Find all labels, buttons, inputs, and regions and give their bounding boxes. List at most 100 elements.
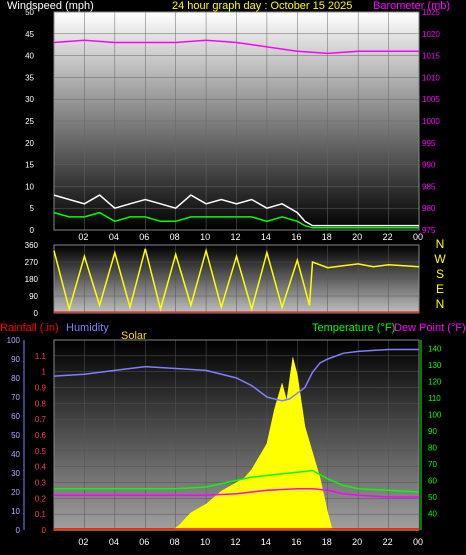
windspeed-tick: 0 [30,226,35,235]
windspeed-tick: 20 [25,139,34,148]
solar-label: Solar [121,330,147,342]
windspeed-tick: 10 [25,182,34,191]
time-tick: 08 [170,232,180,242]
direction-tick: 270 [25,258,39,267]
time-tick: 20 [352,232,362,242]
direction-axis: 0 90 180 270 360 [25,241,39,318]
rainfall-tick: 1 [42,368,47,377]
humidity-tick: 100 [7,336,21,345]
rainfall-tick: 0.4 [35,463,47,472]
compass-letter: E [436,282,444,296]
rainfall-tick: 0.6 [35,431,47,440]
time-tick: 18 [322,232,332,242]
windspeed-tick: 35 [25,73,34,82]
wind-average-line [53,211,419,229]
humidity-tick: 40 [11,450,20,459]
time-tick: 02 [78,537,88,547]
rainfall-tick: 0 [42,526,47,535]
barometer-tick: 980 [422,204,436,213]
time-tick: 14 [261,537,271,547]
compass-letter: N [436,237,445,251]
time-tick: 00 [413,232,423,242]
windspeed-tick: 45 [25,30,34,39]
time-tick: 04 [109,537,119,547]
temp-time-axis: 02 04 06 08 10 12 14 16 18 20 22 00 [78,537,423,547]
windspeed-tick: 25 [25,117,34,126]
barometer-tick: 990 [422,161,436,170]
barometer-axis: 975 980 985 990 995 1000 1005 1010 1015 1020 1025 [422,8,440,235]
temperature-axis: 40 50 60 70 80 90 100 110 120 130 140 [420,340,442,530]
wind-barometer-series [53,39,419,229]
time-tick: 18 [322,537,332,547]
panel-border [53,244,420,314]
direction-line [53,247,420,313]
windspeed-tick: 15 [25,161,34,170]
time-tick: 16 [291,232,301,242]
temperature-line [54,469,420,493]
rainfall-tick: 1.1 [35,352,47,361]
temperature-tick: 140 [428,344,442,353]
rainfall-tick: 0.9 [35,384,47,393]
temperature-tick: 80 [428,443,437,452]
temperature-tick: 110 [428,394,441,403]
rainfall-tick: 0.2 [35,494,47,503]
temperature-tick: 60 [428,476,437,485]
humidity-tick: 10 [11,507,20,516]
barometer-tick: 1015 [422,52,440,61]
humidity-axis: 0 10 20 30 40 50 60 70 80 90 100 [7,336,25,535]
temperature-tick: 120 [428,377,442,386]
dewpoint-line [54,487,419,498]
humidity-tick: 90 [11,355,20,364]
humidity-line [53,348,419,402]
rainfall-tick: 0.7 [35,415,47,424]
time-tick: 00 [413,537,423,547]
windspeed-tick: 5 [30,204,35,213]
direction-panel-grid [53,244,420,314]
windspeed-tick: 30 [25,95,34,104]
time-tick: 06 [139,232,149,242]
humidity-tick: 70 [11,393,20,402]
windspeed-title: Windspeed (mph) [7,0,94,12]
temperature-tick: 50 [428,493,437,502]
barometer-tick: 1000 [422,117,440,126]
time-tick: 12 [230,537,240,547]
temp-humidity-solar-series [53,348,420,531]
barometer-tick: 975 [422,226,436,235]
time-tick: 16 [291,537,301,547]
windspeed-tick: 50 [25,8,34,17]
barometer-title: Barometer (mb) [373,0,450,12]
time-tick: 06 [139,537,149,547]
windspeed-axis: 0 5 10 15 20 25 30 35 40 45 50 [25,8,34,235]
time-tick: 22 [383,537,393,547]
time-tick: 12 [230,232,240,242]
time-tick: 04 [109,232,119,242]
graph-title: 24 hour graph day : October 15 2025 [172,0,352,12]
direction-series [53,247,420,313]
temperature-tick: 90 [428,427,437,436]
humidity-tick: 80 [11,374,20,383]
rainfall-tick: 0.1 [35,510,47,519]
humidity-label: Humidity [66,322,109,334]
time-tick: 20 [352,537,362,547]
rainfall-tick: 0.8 [35,399,47,408]
compass-letter: N [436,297,445,311]
solar-area [54,357,419,531]
humidity-tick: 0 [16,526,21,535]
rainfall-label: Rainfall (.in) [0,322,59,334]
dewpoint-label: Dew Point (°F) [394,322,466,334]
time-tick: 02 [78,232,88,242]
direction-tick: 90 [29,292,38,301]
barometer-tick: 1010 [422,73,440,82]
direction-tick: 0 [34,309,39,318]
temperature-tick: 40 [428,509,437,518]
barometer-tick: 1020 [422,30,440,39]
time-tick: 10 [200,537,210,547]
windspeed-line [53,194,419,227]
time-tick: 14 [261,232,271,242]
humidity-tick: 50 [11,431,20,440]
barometer-tick: 995 [422,139,436,148]
time-tick: 08 [170,537,180,547]
rainfall-tick: 0.3 [35,479,47,488]
